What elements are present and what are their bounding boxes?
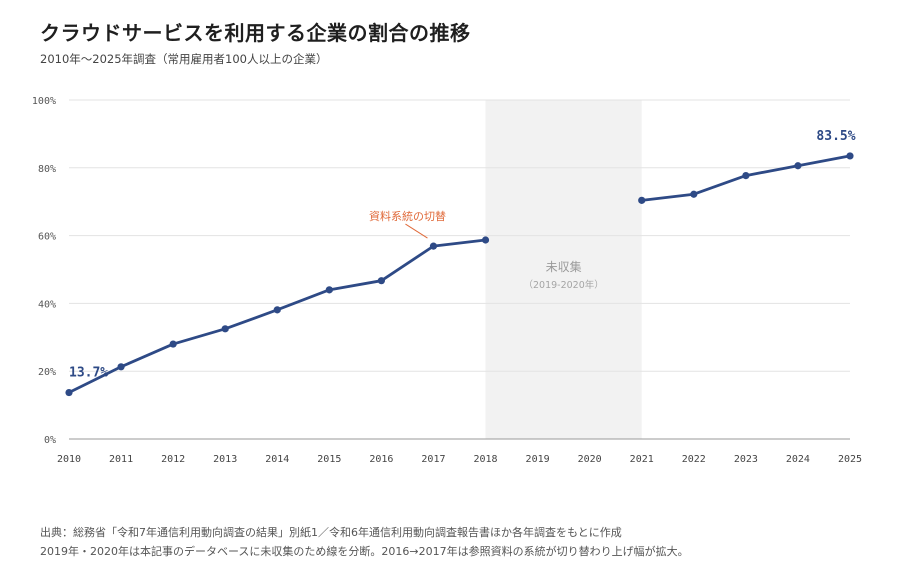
x-tick-label: 2011 bbox=[109, 454, 133, 465]
data-label: 83.5% bbox=[816, 129, 855, 144]
annotation-leader bbox=[405, 223, 428, 239]
data-point bbox=[690, 190, 698, 198]
x-tick-label: 2014 bbox=[265, 454, 289, 465]
x-tick-label: 2016 bbox=[369, 454, 393, 465]
x-tick-label: 2023 bbox=[734, 454, 758, 465]
x-tick-label: 2022 bbox=[682, 454, 706, 465]
x-tick-label: 2017 bbox=[421, 454, 445, 465]
x-tick-label: 2019 bbox=[526, 454, 550, 465]
annotation-label: 資料系統の切替 bbox=[369, 209, 446, 223]
x-tick-label: 2015 bbox=[317, 454, 341, 465]
data-point bbox=[481, 236, 490, 244]
x-tick-label: 2018 bbox=[473, 454, 497, 465]
x-tick-label: 2010 bbox=[57, 454, 81, 465]
y-tick-label: 40% bbox=[38, 299, 56, 310]
chart-title: クラウドサービスを利用する企業の割合の推移 bbox=[40, 21, 471, 45]
data-point bbox=[169, 340, 177, 348]
data-point bbox=[638, 196, 646, 204]
data-point bbox=[65, 388, 73, 397]
y-tick-label: 0% bbox=[44, 435, 56, 446]
data-point bbox=[221, 325, 229, 333]
x-tick-label: 2025 bbox=[838, 454, 862, 465]
data-point bbox=[429, 242, 438, 250]
x-tick-label: 2020 bbox=[578, 454, 602, 465]
x-tick-label: 2021 bbox=[630, 454, 654, 465]
x-tick-label: 2024 bbox=[786, 454, 810, 465]
data-point bbox=[377, 277, 385, 285]
y-tick-label: 80% bbox=[38, 164, 56, 175]
y-tick-label: 20% bbox=[38, 367, 56, 378]
data-point bbox=[846, 152, 854, 160]
data-label: 13.7% bbox=[69, 366, 108, 381]
data-point bbox=[325, 286, 333, 294]
gap-band-label: 未収集 bbox=[546, 259, 582, 274]
source-note: 出典：総務省「令和7年通信利用動向調査の結果」別紙1／令和6年通信利用動向調査報… bbox=[40, 526, 622, 539]
data-point bbox=[742, 171, 750, 180]
gap-band bbox=[485, 100, 642, 439]
y-tick-label: 60% bbox=[38, 232, 56, 243]
series-line bbox=[67, 238, 487, 394]
data-point bbox=[117, 363, 125, 371]
x-tick-label: 2013 bbox=[213, 454, 237, 465]
data-point bbox=[794, 162, 802, 170]
y-tick-label: 100% bbox=[32, 96, 56, 107]
x-tick-label: 2012 bbox=[161, 454, 185, 465]
chart-subtitle: 2010年～2025年調査（常用雇用者100人以上の企業） bbox=[40, 52, 328, 66]
data-point bbox=[273, 306, 281, 314]
gap-band-sublabel: （2019-2020年） bbox=[523, 279, 603, 291]
gap-note: 2019年・2020年は本記事のデータベースに未収集のため線を分断。2016→2… bbox=[40, 545, 689, 558]
